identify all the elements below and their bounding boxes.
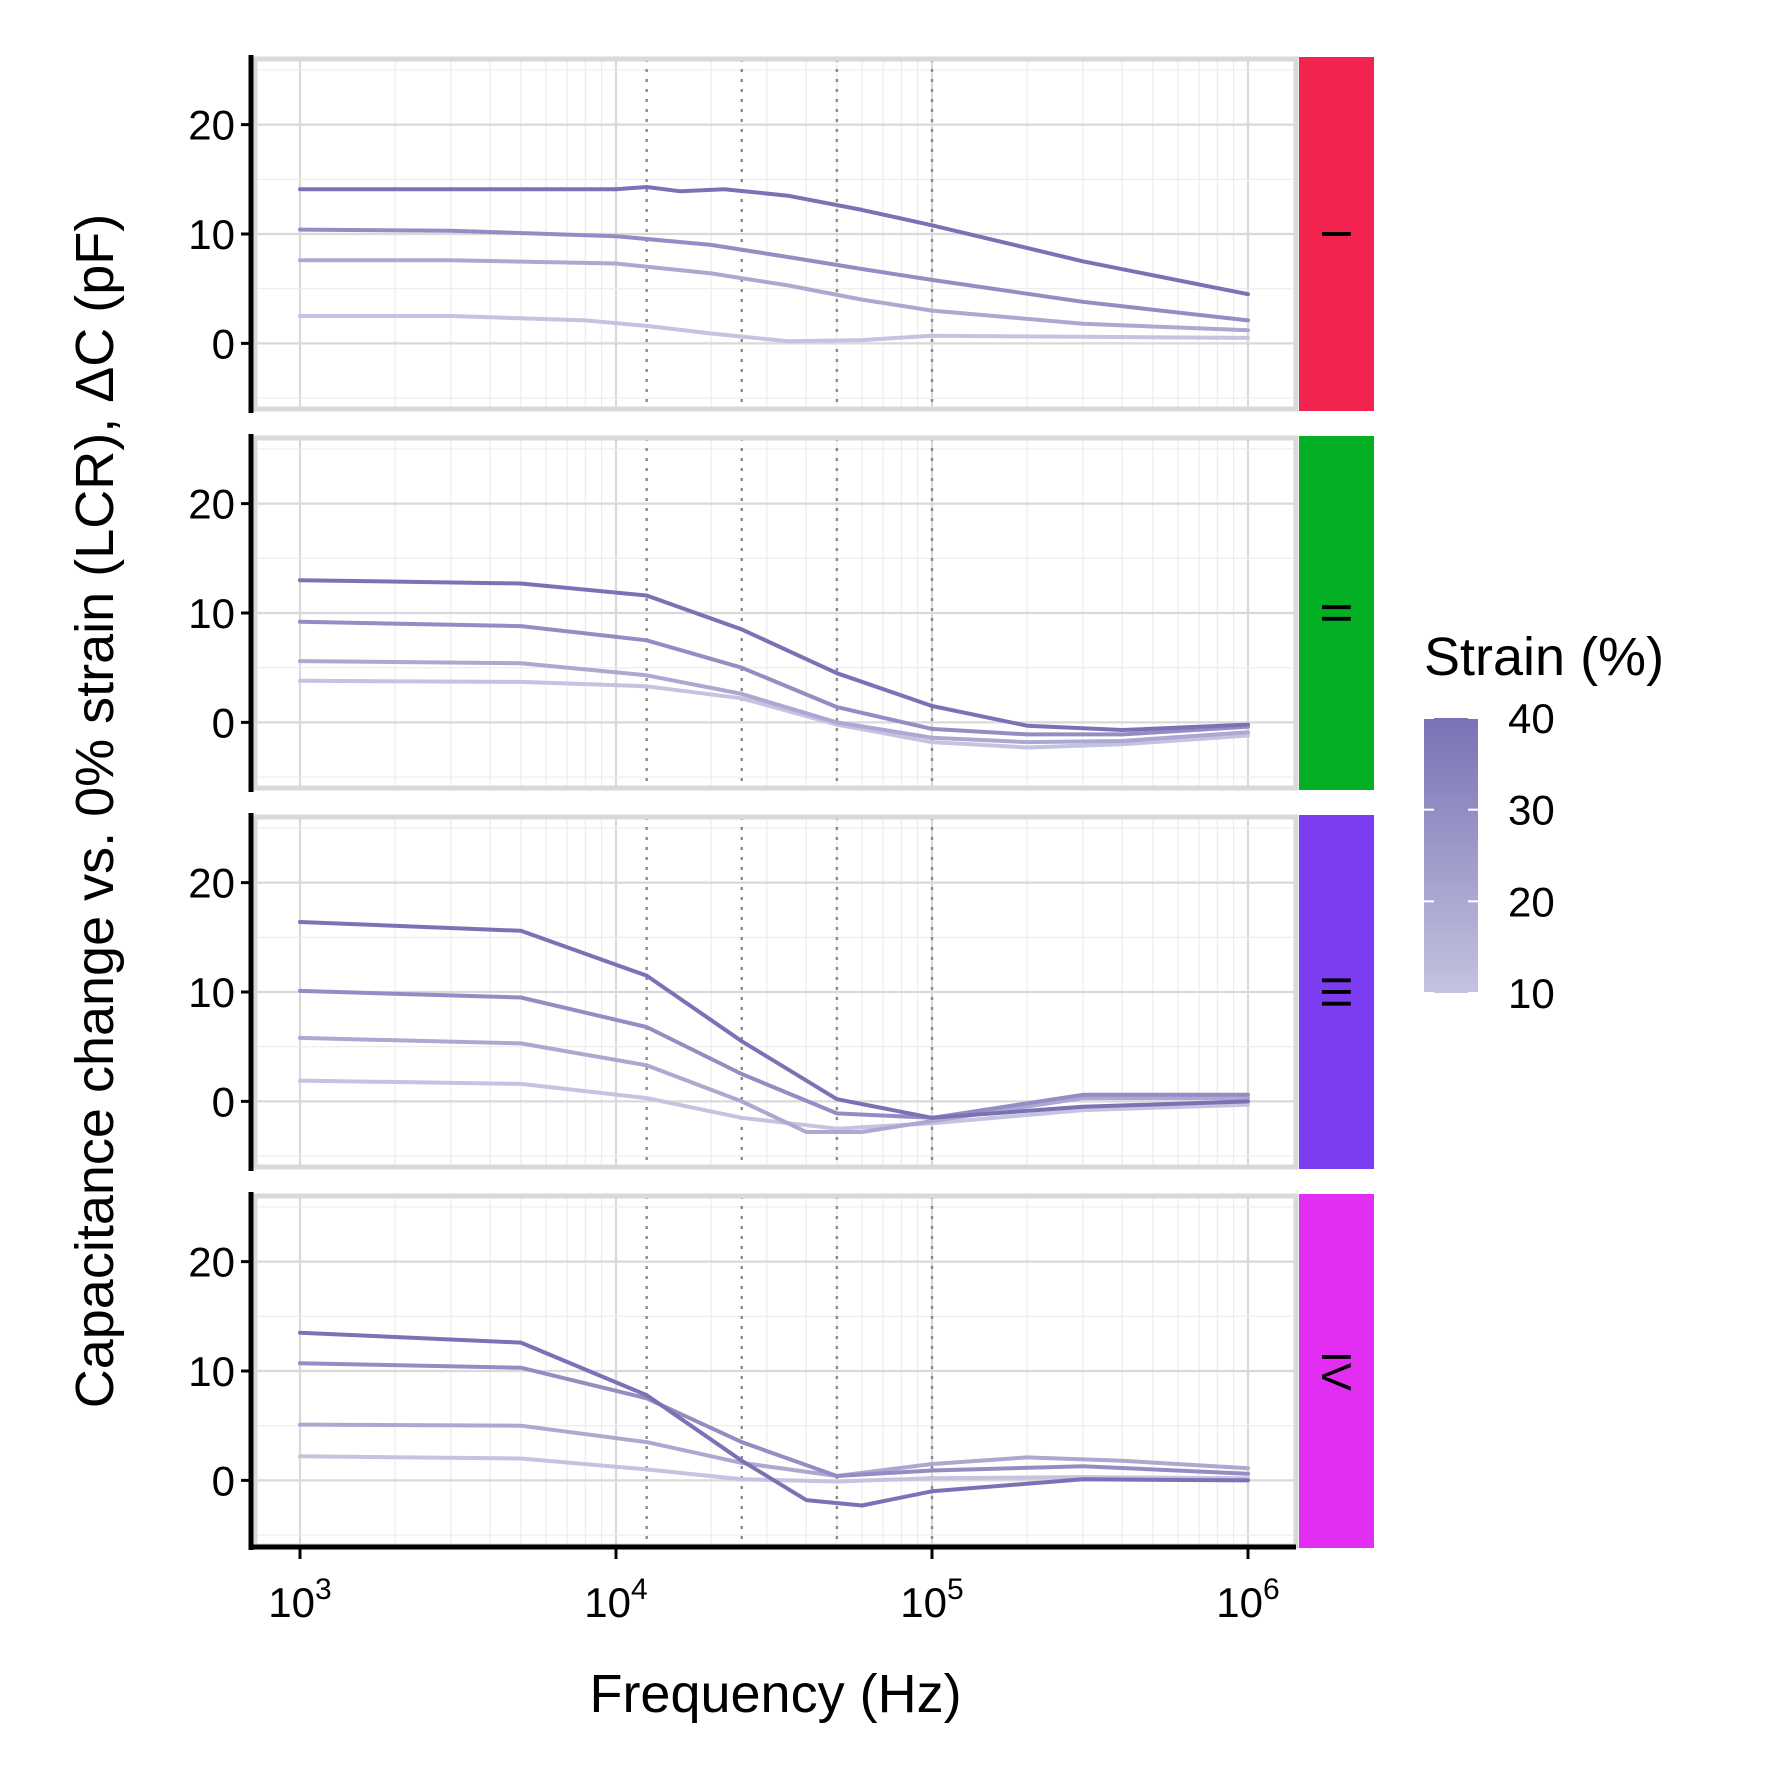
legend: Strain (%) 40 30 20 10 bbox=[1424, 627, 1664, 1017]
x-tick-label: 103 bbox=[268, 1573, 331, 1626]
x-tick-label: 104 bbox=[584, 1573, 647, 1626]
y-tick-label: 20 bbox=[188, 481, 235, 528]
series-line-strain-30 bbox=[298, 988, 1250, 1120]
series-line-strain-20 bbox=[298, 659, 1250, 745]
series-line-strain-30 bbox=[298, 619, 1250, 737]
series-line-strain-10 bbox=[298, 1454, 1250, 1484]
strip-label: II bbox=[1313, 601, 1360, 624]
series-line-strain-10 bbox=[298, 314, 1250, 344]
y-tick-label: 0 bbox=[212, 1078, 235, 1125]
y-tick-label: 10 bbox=[188, 1348, 235, 1395]
legend-title: Strain (%) bbox=[1424, 627, 1664, 687]
y-axis-title: Capacitance change vs. 0% strain (LCR), … bbox=[65, 214, 125, 1409]
panel-border bbox=[252, 435, 1299, 791]
y-tick-label: 10 bbox=[188, 590, 235, 637]
strip-i bbox=[1299, 57, 1374, 411]
panel-ii: 0 10 20 II bbox=[188, 434, 1374, 792]
panel-iv: 0 10 20 IV bbox=[188, 1192, 1374, 1550]
series-line-strain-20 bbox=[298, 258, 1250, 333]
y-tick-label: 0 bbox=[212, 1457, 235, 1504]
x-axis-title: Frequency (Hz) bbox=[589, 1664, 961, 1724]
series-line-strain-40 bbox=[298, 185, 1250, 297]
panel-iii: 0 10 20 III bbox=[188, 813, 1374, 1171]
strip-iv bbox=[1299, 1194, 1374, 1548]
y-tick-label: 10 bbox=[188, 211, 235, 258]
legend-tick-label: 20 bbox=[1508, 878, 1555, 925]
series-line-strain-10 bbox=[298, 678, 1250, 750]
facet-panels: 0 10 20 I 0 10 20 II 0 10 20 III 0 10 20 IV bbox=[188, 55, 1374, 1550]
series-line-strain-30 bbox=[298, 227, 1250, 323]
strip-iii bbox=[1299, 815, 1374, 1169]
panel-border bbox=[252, 814, 1299, 1170]
series-line-strain-40 bbox=[298, 1330, 1250, 1508]
legend-tick-label: 40 bbox=[1508, 695, 1555, 742]
x-axis: 103 104 105 106 bbox=[249, 1544, 1296, 1626]
y-tick-label: 20 bbox=[188, 102, 235, 149]
y-tick-label: 0 bbox=[212, 320, 235, 367]
y-tick-label: 10 bbox=[188, 969, 235, 1016]
legend-colorbar bbox=[1424, 718, 1478, 993]
y-tick-label: 20 bbox=[188, 1239, 235, 1286]
series-line-strain-40 bbox=[298, 920, 1250, 1120]
y-tick-label: 0 bbox=[212, 699, 235, 746]
panel-i: 0 10 20 I bbox=[188, 55, 1374, 413]
panel-border bbox=[252, 56, 1299, 412]
legend-tick-label: 30 bbox=[1508, 787, 1555, 834]
strip-label: IV bbox=[1313, 1351, 1360, 1391]
y-tick-label: 20 bbox=[188, 860, 235, 907]
strip-ii bbox=[1299, 436, 1374, 790]
series-line-strain-40 bbox=[298, 578, 1250, 732]
strip-label: I bbox=[1313, 228, 1360, 240]
series-line-strain-30 bbox=[298, 1361, 1250, 1478]
series-line-strain-20 bbox=[298, 1035, 1250, 1134]
x-tick-label: 105 bbox=[900, 1573, 963, 1626]
x-tick-label: 106 bbox=[1216, 1573, 1279, 1626]
strip-label: III bbox=[1313, 974, 1360, 1009]
legend-ticks: 40 30 20 10 bbox=[1424, 695, 1555, 1017]
legend-tick-label: 10 bbox=[1508, 970, 1555, 1017]
